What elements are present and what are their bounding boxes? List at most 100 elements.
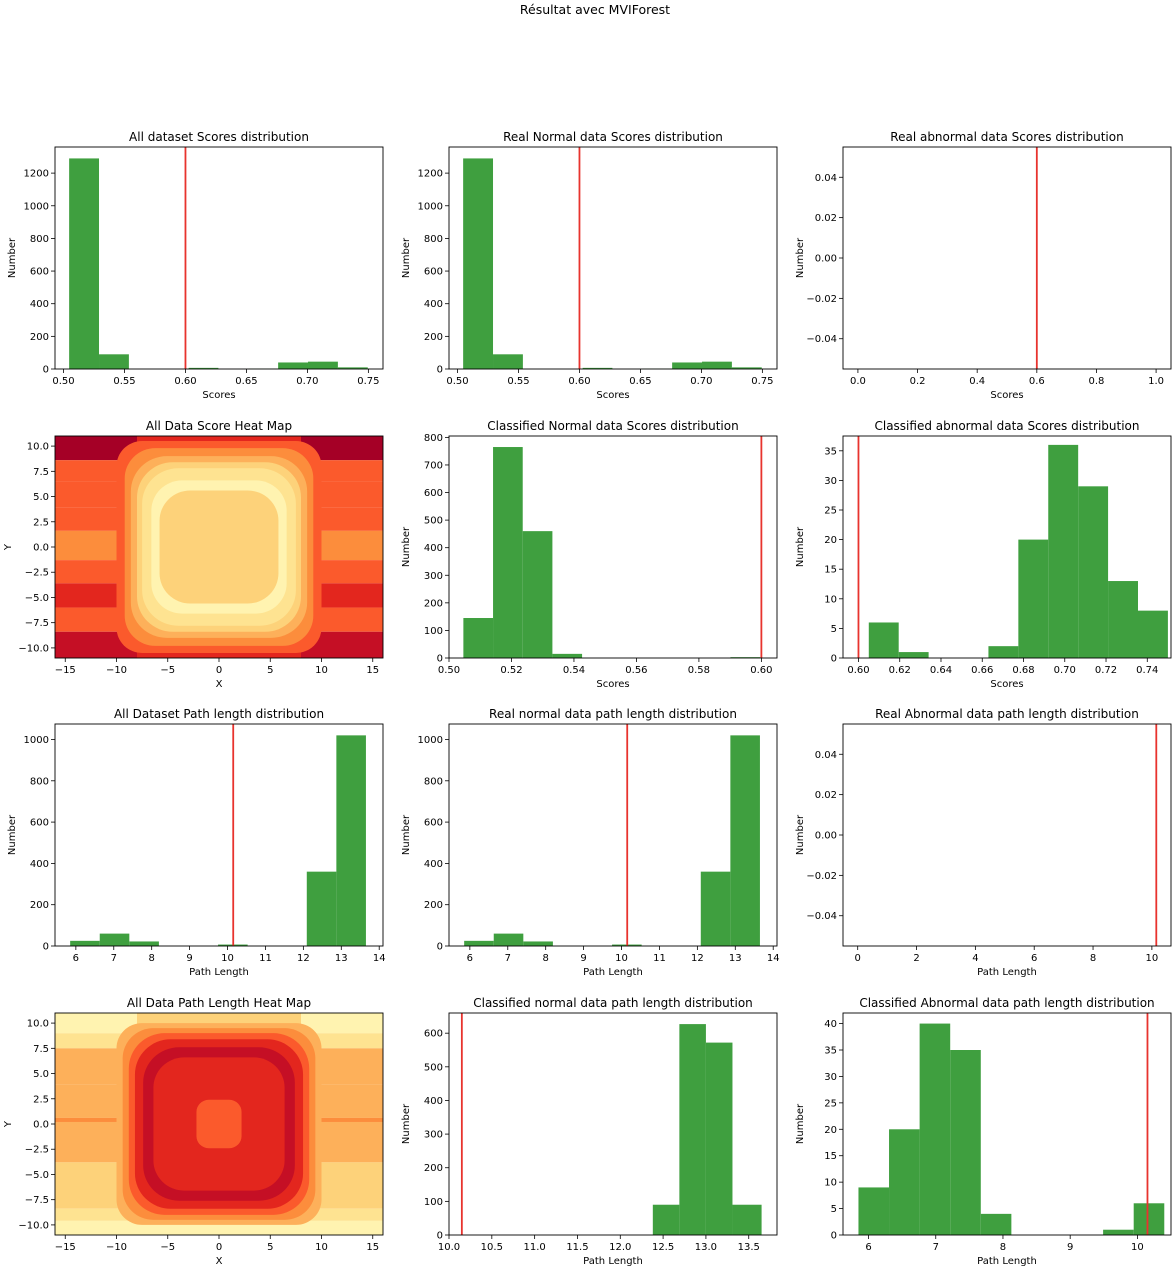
y-tick-label: 400 (424, 543, 443, 554)
subplot-real-abnormal-scores: 0.0 0.2 0.4 0.6 0.8 1.0 −0.04 −0.02 0.00 0.02 0.04… (795, 130, 1172, 401)
y-tick-label: 0.0 (33, 1120, 49, 1131)
y-tick-label: 200 (424, 332, 443, 343)
y-tick-label: 0.00 (815, 831, 837, 842)
heatmap-band (301, 1117, 383, 1122)
histogram-bar (702, 361, 732, 369)
x-tick-label: 7 (111, 953, 117, 964)
x-tick-label: 10.0 (438, 1242, 460, 1253)
subplot-title: Classified Abnormal data path length dis… (859, 996, 1154, 1010)
y-tick-label: 200 (424, 1163, 443, 1174)
y-tick-label: 30 (824, 476, 837, 487)
x-tick-label: 0.66 (971, 665, 993, 676)
x-tick-label: 0.74 (1136, 665, 1158, 676)
y-tick-label: 1200 (24, 169, 49, 180)
x-tick-label: 8 (149, 953, 155, 964)
y-tick-label: 0.04 (815, 750, 837, 761)
y-tick-label: 30 (824, 1072, 837, 1083)
x-tick-label: 0.72 (1095, 665, 1117, 676)
histogram-bar (919, 1023, 951, 1235)
axes-frame (448, 723, 778, 947)
x-tick-label: 6 (865, 1242, 871, 1253)
x-tick-label: −5 (160, 1242, 175, 1253)
x-tick-label: 0.8 (1089, 376, 1105, 387)
x-tick-label: 12.5 (652, 1242, 674, 1253)
x-tick-label: 0.65 (629, 376, 651, 387)
histogram-bar (732, 1204, 762, 1235)
x-tick-label: 0.60 (568, 376, 590, 387)
histogram-bar (523, 941, 553, 946)
x-tick-label: 10 (315, 665, 328, 676)
y-tick-label: 600 (424, 267, 443, 278)
histogram-bar (493, 447, 523, 658)
x-tick-label: 12.0 (609, 1242, 631, 1253)
plot-area (463, 147, 762, 369)
histogram-bar (129, 941, 159, 946)
y-tick-label: 1000 (24, 735, 49, 746)
heatmap-band (301, 1013, 383, 1034)
histogram-bar (308, 361, 338, 369)
histogram-bar (188, 367, 219, 369)
x-tick-label: 6 (467, 953, 473, 964)
y-tick-label: 800 (30, 234, 49, 245)
y-tick-label: 400 (30, 859, 49, 870)
x-tick-label: 13.5 (738, 1242, 760, 1253)
y-tick-label: 400 (424, 299, 443, 310)
subplot-all-score-heatmap: −15 −10 −5 0 5 10 15 −10.0 −7.5 −5.0 −2.5 0.0 2.5 5.0… (3, 419, 384, 690)
histogram-bar (1018, 539, 1049, 658)
y-tick-label: 40 (824, 1019, 837, 1030)
subplot-real-normal-path-length: 6 7 8 9 10 11 12 13 14 0 200 400 600 800 1000 Real norm… (401, 707, 780, 978)
x-tick-label: 0.68 (1012, 665, 1034, 676)
y-axis-label: Number (7, 237, 18, 278)
plot-area (463, 436, 763, 658)
x-tick-label: 0.4 (969, 376, 985, 387)
x-tick-label: 11 (653, 953, 666, 964)
y-tick-label: 20 (824, 1125, 837, 1136)
subplot-real-abnormal-path-length: 0 2 4 6 8 10 −0.04 −0.02 0.00 0.02 0.04 Real Abnorm… (795, 707, 1172, 978)
y-axis-label: Number (401, 814, 412, 855)
y-axis-label: Number (795, 814, 806, 855)
x-tick-label: 8 (543, 953, 549, 964)
y-tick-label: 400 (30, 299, 49, 310)
y-tick-label: 300 (424, 1130, 443, 1141)
y-tick-label: 2.5 (33, 1094, 49, 1105)
y-tick-label: 0.04 (815, 173, 837, 184)
y-tick-label: 10.0 (27, 442, 49, 453)
x-tick-label: 0.6 (1029, 376, 1045, 387)
y-tick-label: −2.5 (25, 568, 49, 579)
histogram-bar (898, 652, 929, 658)
x-tick-label: 0.70 (296, 376, 318, 387)
y-tick-label: 0 (831, 1231, 837, 1242)
x-tick-label: 0.60 (847, 665, 869, 676)
y-tick-label: −7.5 (25, 1195, 49, 1206)
y-tick-label: 200 (424, 900, 443, 911)
plot-area (464, 724, 760, 946)
histogram-bar (464, 940, 494, 946)
subplot-all-path-length: 6 7 8 9 10 11 12 13 14 0 200 400 600 800 1000 All Datas… (7, 707, 386, 978)
x-tick-label: 0.50 (52, 376, 74, 387)
y-axis-label: Y (3, 1120, 14, 1128)
plot-area (55, 436, 383, 658)
y-tick-label: 400 (424, 859, 443, 870)
y-tick-label: 5.0 (33, 1069, 49, 1080)
subplot-title: All Dataset Path length distribution (114, 707, 324, 721)
x-tick-label: −15 (55, 1242, 76, 1253)
y-tick-label: 800 (30, 776, 49, 787)
axes-frame (54, 146, 384, 370)
histogram-bar (463, 618, 494, 658)
y-tick-label: 0.02 (815, 790, 837, 801)
x-tick-label: 11.5 (566, 1242, 588, 1253)
axes-frame (842, 435, 1172, 659)
heatmap-band (301, 1033, 383, 1049)
x-tick-label: 0.60 (174, 376, 196, 387)
x-tick-label: 14 (373, 953, 386, 964)
y-tick-label: 10.0 (27, 1019, 49, 1030)
y-tick-label: 20 (824, 535, 837, 546)
y-tick-label: 600 (424, 1029, 443, 1040)
histogram-bar (99, 933, 130, 946)
x-tick-label: 0.54 (563, 665, 585, 676)
histogram-bar (278, 362, 309, 369)
y-tick-label: 700 (424, 460, 443, 471)
y-tick-label: 35 (824, 446, 837, 457)
y-tick-label: 35 (824, 1046, 837, 1057)
